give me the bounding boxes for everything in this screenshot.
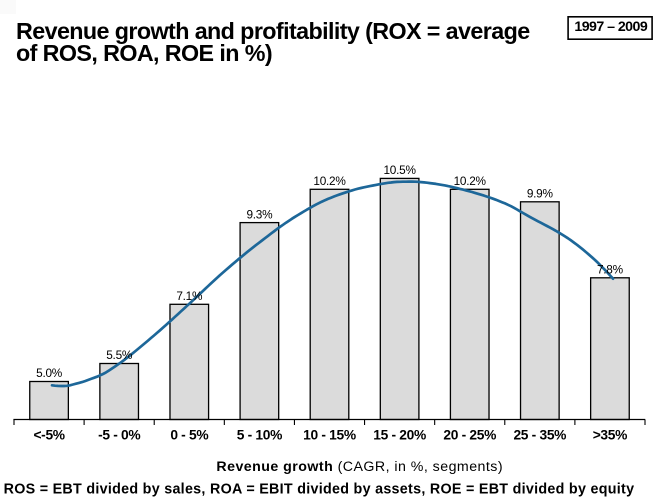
svg-text:5 - 10%: 5 - 10%	[237, 427, 282, 442]
svg-text:>35%: >35%	[593, 427, 627, 442]
svg-text:7.1%: 7.1%	[176, 289, 203, 303]
svg-text:7.8%: 7.8%	[597, 263, 624, 277]
svg-text:0 - 5%: 0 - 5%	[170, 427, 208, 442]
svg-text:ROS = EBT divided by sales, RO: ROS = EBT divided by sales, ROA = EBIT d…	[4, 482, 635, 498]
svg-text:Revenue growth (CAGR, in %, se: Revenue growth (CAGR, in %, segments)	[216, 459, 503, 475]
svg-text:25 - 35%: 25 - 35%	[513, 427, 566, 442]
svg-text:5.5%: 5.5%	[106, 348, 133, 362]
svg-text:9.3%: 9.3%	[246, 207, 273, 221]
svg-text:10.5%: 10.5%	[383, 163, 416, 177]
svg-text:Revenue growth and profitabili: Revenue growth and profitability (ROX = …	[16, 18, 530, 44]
svg-text:-5 - 0%: -5 - 0%	[98, 427, 140, 442]
svg-text:20 - 25%: 20 - 25%	[443, 427, 496, 442]
svg-text:1997 – 2009: 1997 – 2009	[574, 19, 648, 35]
svg-text:9.9%: 9.9%	[527, 187, 554, 201]
svg-text:<-5%: <-5%	[33, 427, 64, 442]
svg-text:of ROS, ROA, ROE in %): of ROS, ROA, ROE in %)	[16, 40, 272, 66]
svg-text:10 - 15%: 10 - 15%	[303, 427, 356, 442]
svg-text:15 - 20%: 15 - 20%	[373, 427, 426, 442]
svg-text:5.0%: 5.0%	[36, 366, 63, 380]
svg-text:10.2%: 10.2%	[313, 174, 346, 188]
svg-text:10.2%: 10.2%	[454, 174, 487, 188]
